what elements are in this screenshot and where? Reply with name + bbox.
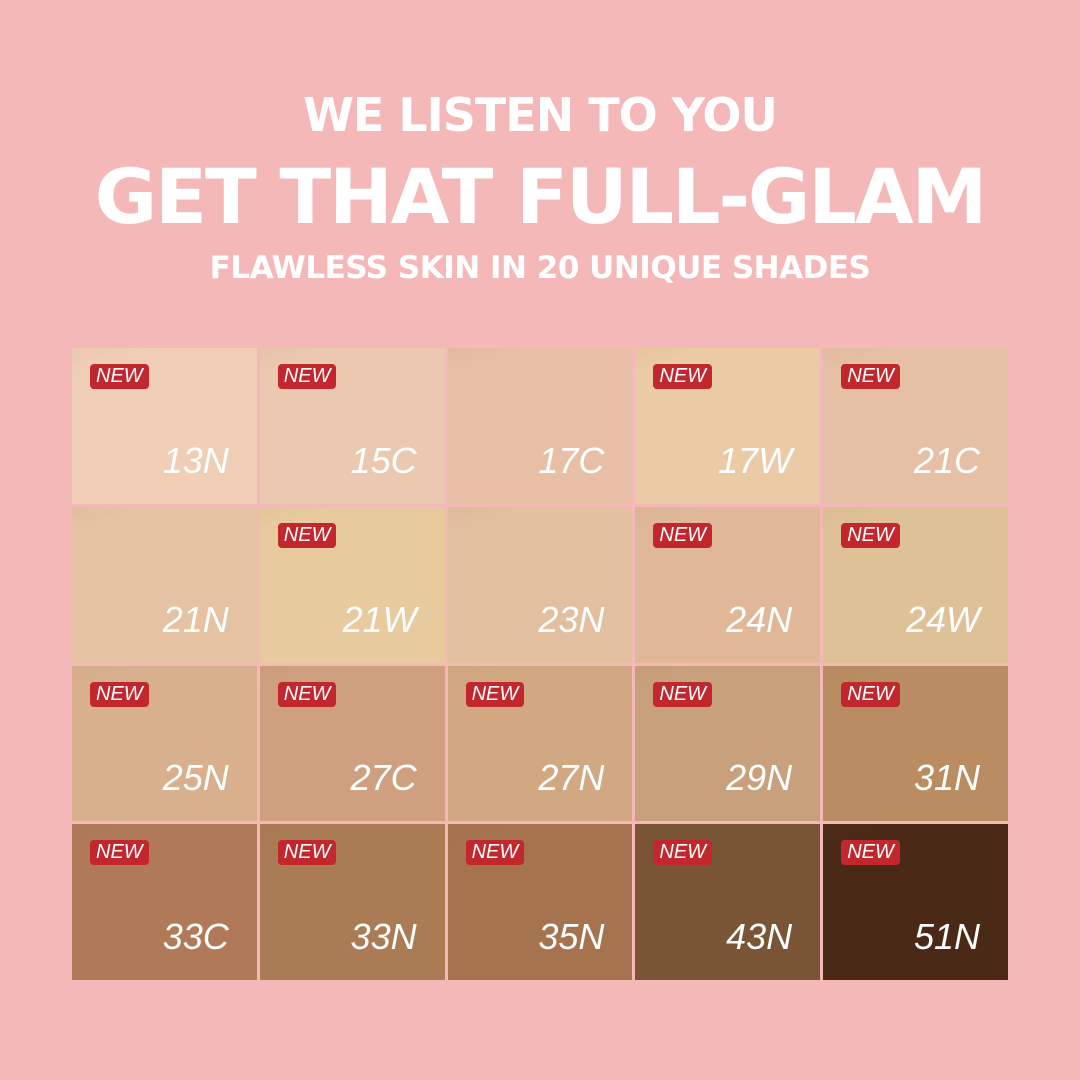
new-badge: NEW — [90, 364, 149, 389]
new-badge: NEW — [90, 681, 149, 707]
shade-swatch: NEW 33C — [72, 824, 257, 980]
shade-swatch: NEW 21W — [259, 506, 445, 663]
shade-code: 33C — [162, 916, 229, 957]
shade-code: 33N — [350, 916, 417, 957]
headline-main: GET THAT FULL-GLAM — [94, 152, 988, 241]
shade-swatch: NEW 31N — [823, 665, 1008, 822]
shade-swatch: NEW 43N — [635, 824, 821, 980]
shade-swatch: NEW 17W — [635, 348, 821, 504]
shade-swatch: NEW 15C — [259, 348, 445, 504]
shade-swatch: NEW 51N — [823, 824, 1008, 980]
new-badge: NEW — [277, 522, 337, 548]
shade-code: 17C — [538, 439, 605, 481]
shade-code: 21N — [162, 598, 229, 640]
new-badge: NEW — [841, 840, 900, 866]
shade-code: 17W — [718, 439, 793, 481]
new-badge: NEW — [653, 364, 713, 389]
shade-code: 29N — [726, 757, 793, 799]
headline-sub: FLAWLESS SKIN IN 20 UNIQUE SHADES — [209, 250, 871, 286]
shade-swatch: NEW 24N — [635, 506, 821, 663]
shade-swatch: NEW 33N — [259, 824, 445, 980]
shade-code: 13N — [162, 439, 229, 481]
shade-swatch: NEW 27N — [447, 665, 633, 822]
shade-swatch: NEW 13N — [72, 348, 257, 504]
new-badge: NEW — [465, 681, 525, 707]
shade-code: 27C — [350, 757, 417, 799]
shade-code: 21W — [342, 598, 417, 640]
shade-grid: NEW 13N NEW 15C 17C NEW 17W NEW 21C 21N NEW 21W 23N N… — [72, 348, 1008, 980]
new-badge: NEW — [90, 840, 149, 866]
shade-swatch: 17C — [447, 348, 633, 504]
new-badge: NEW — [653, 522, 713, 548]
shade-code: 24N — [726, 598, 793, 640]
shade-code: 51N — [913, 916, 980, 957]
shade-swatch: NEW 29N — [635, 665, 821, 822]
shade-code: 23N — [538, 598, 605, 640]
shade-swatch: NEW 27C — [259, 665, 445, 822]
headline-top: WE LISTEN TO YOU — [303, 88, 778, 142]
shade-code: 35N — [538, 916, 605, 957]
new-badge: NEW — [653, 840, 713, 866]
shade-code: 25N — [162, 757, 229, 799]
shade-code: 21C — [913, 439, 980, 481]
shade-swatch: 21N — [72, 506, 257, 663]
shade-swatch: 23N — [447, 506, 633, 663]
new-badge: NEW — [277, 681, 337, 707]
shade-code: 15C — [350, 439, 417, 481]
shade-swatch: NEW 24W — [823, 506, 1008, 663]
new-badge: NEW — [465, 840, 525, 866]
new-badge: NEW — [653, 681, 713, 707]
new-badge: NEW — [841, 364, 900, 389]
shade-swatch: NEW 35N — [447, 824, 633, 980]
new-badge: NEW — [277, 364, 337, 389]
new-badge: NEW — [277, 840, 337, 866]
shade-code: 31N — [913, 757, 980, 799]
new-badge: NEW — [841, 522, 900, 548]
shade-swatch: NEW 21C — [823, 348, 1008, 504]
new-badge: NEW — [841, 681, 900, 707]
shade-code: 43N — [726, 916, 793, 957]
shade-swatch: NEW 25N — [72, 665, 257, 822]
shade-code: 27N — [538, 757, 605, 799]
shade-code: 24W — [905, 598, 980, 640]
